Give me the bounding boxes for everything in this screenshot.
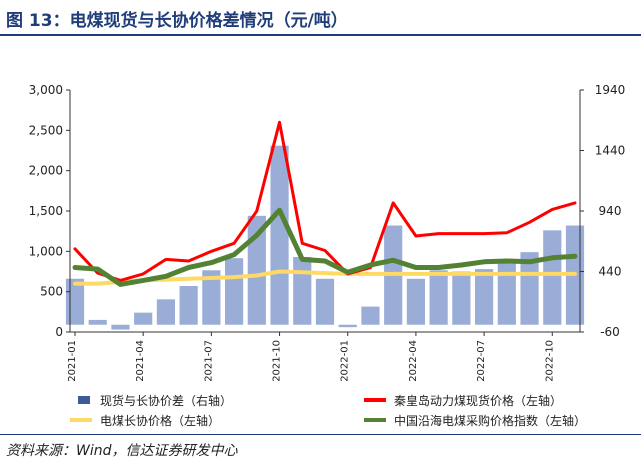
source-divider xyxy=(0,434,641,435)
spread-bar xyxy=(88,319,107,325)
spread-bar xyxy=(293,256,312,325)
spread-bar xyxy=(225,258,244,325)
legend-label: 现货与长协价差（右轴） xyxy=(100,393,232,408)
x-tick-label: 2022-07 xyxy=(476,340,487,382)
spread-bar xyxy=(247,215,266,325)
spread-bar xyxy=(156,299,175,325)
axes: 0 500 1,000 1,500 2,000 2,500 3,000 -60 440 940 14… xyxy=(29,83,626,382)
x-tick-label: 2021-07 xyxy=(203,340,214,382)
legend-label: 中国沿海电煤采购价格指数（左轴） xyxy=(394,413,586,428)
legend-swatch-bar xyxy=(78,396,90,404)
spread-bar xyxy=(406,278,425,325)
left-tick-label: 2,000 xyxy=(29,164,63,178)
spread-bar xyxy=(475,269,494,325)
spread-bar xyxy=(134,312,153,325)
spread-bar xyxy=(361,306,380,325)
x-tick-label: 2022-01 xyxy=(340,340,351,382)
spread-bar xyxy=(179,286,198,325)
spread-bar xyxy=(65,278,85,325)
source-note: 资料来源：Wind，信达证券研发中心 xyxy=(6,443,238,459)
legend-label: 秦皇岛动力煤现货价格（左轴） xyxy=(394,393,562,408)
spread-bar xyxy=(111,324,130,330)
left-tick-label: 0 xyxy=(55,325,63,339)
x-tick-label: 2021-01 xyxy=(67,340,78,382)
spread-bar xyxy=(315,278,335,325)
series-line xyxy=(73,120,577,282)
chart: 0 500 1,000 1,500 2,000 2,500 3,000 -60 440 940 14… xyxy=(29,83,626,428)
spread-bar xyxy=(338,324,357,328)
bar-series xyxy=(65,145,585,330)
spread-bar xyxy=(497,261,516,325)
left-tick-label: 2,500 xyxy=(29,123,63,137)
left-tick-label: 500 xyxy=(40,285,63,299)
title-bar: 图 13：电煤现货与长协价格差情况（元/吨） xyxy=(0,0,641,36)
spread-bar xyxy=(270,145,289,325)
spread-bar xyxy=(452,271,471,325)
left-tick-label: 3,000 xyxy=(29,83,63,97)
spread-bar xyxy=(202,270,221,325)
legend-label: 电煤长协价格（左轴） xyxy=(100,413,220,428)
right-tick-label: 1940 xyxy=(595,83,626,97)
spread-bar xyxy=(520,252,539,325)
series-line xyxy=(72,207,578,287)
x-tick-label: 2022-10 xyxy=(544,340,555,382)
x-tick-label: 2021-10 xyxy=(272,340,283,382)
right-tick-label: -60 xyxy=(600,325,620,339)
x-tick-label: 2022-04 xyxy=(408,340,419,382)
line-series xyxy=(72,120,578,287)
left-tick-label: 1,500 xyxy=(29,204,63,218)
right-tick-label: 940 xyxy=(599,204,622,218)
right-tick-label: 440 xyxy=(599,265,622,279)
x-tick-label: 2021-04 xyxy=(135,340,146,382)
spread-bar xyxy=(429,270,448,325)
figure-title: 图 13：电煤现货与长协价格差情况（元/吨） xyxy=(6,11,348,31)
spread-bar xyxy=(543,230,562,325)
legend: 现货与长协价差（右轴） 秦皇岛动力煤现货价格（左轴） 电煤长协价格（左轴） 中国沿海电… xyxy=(70,393,586,428)
right-tick-label: 1440 xyxy=(595,144,626,158)
left-tick-label: 1,000 xyxy=(29,244,63,258)
